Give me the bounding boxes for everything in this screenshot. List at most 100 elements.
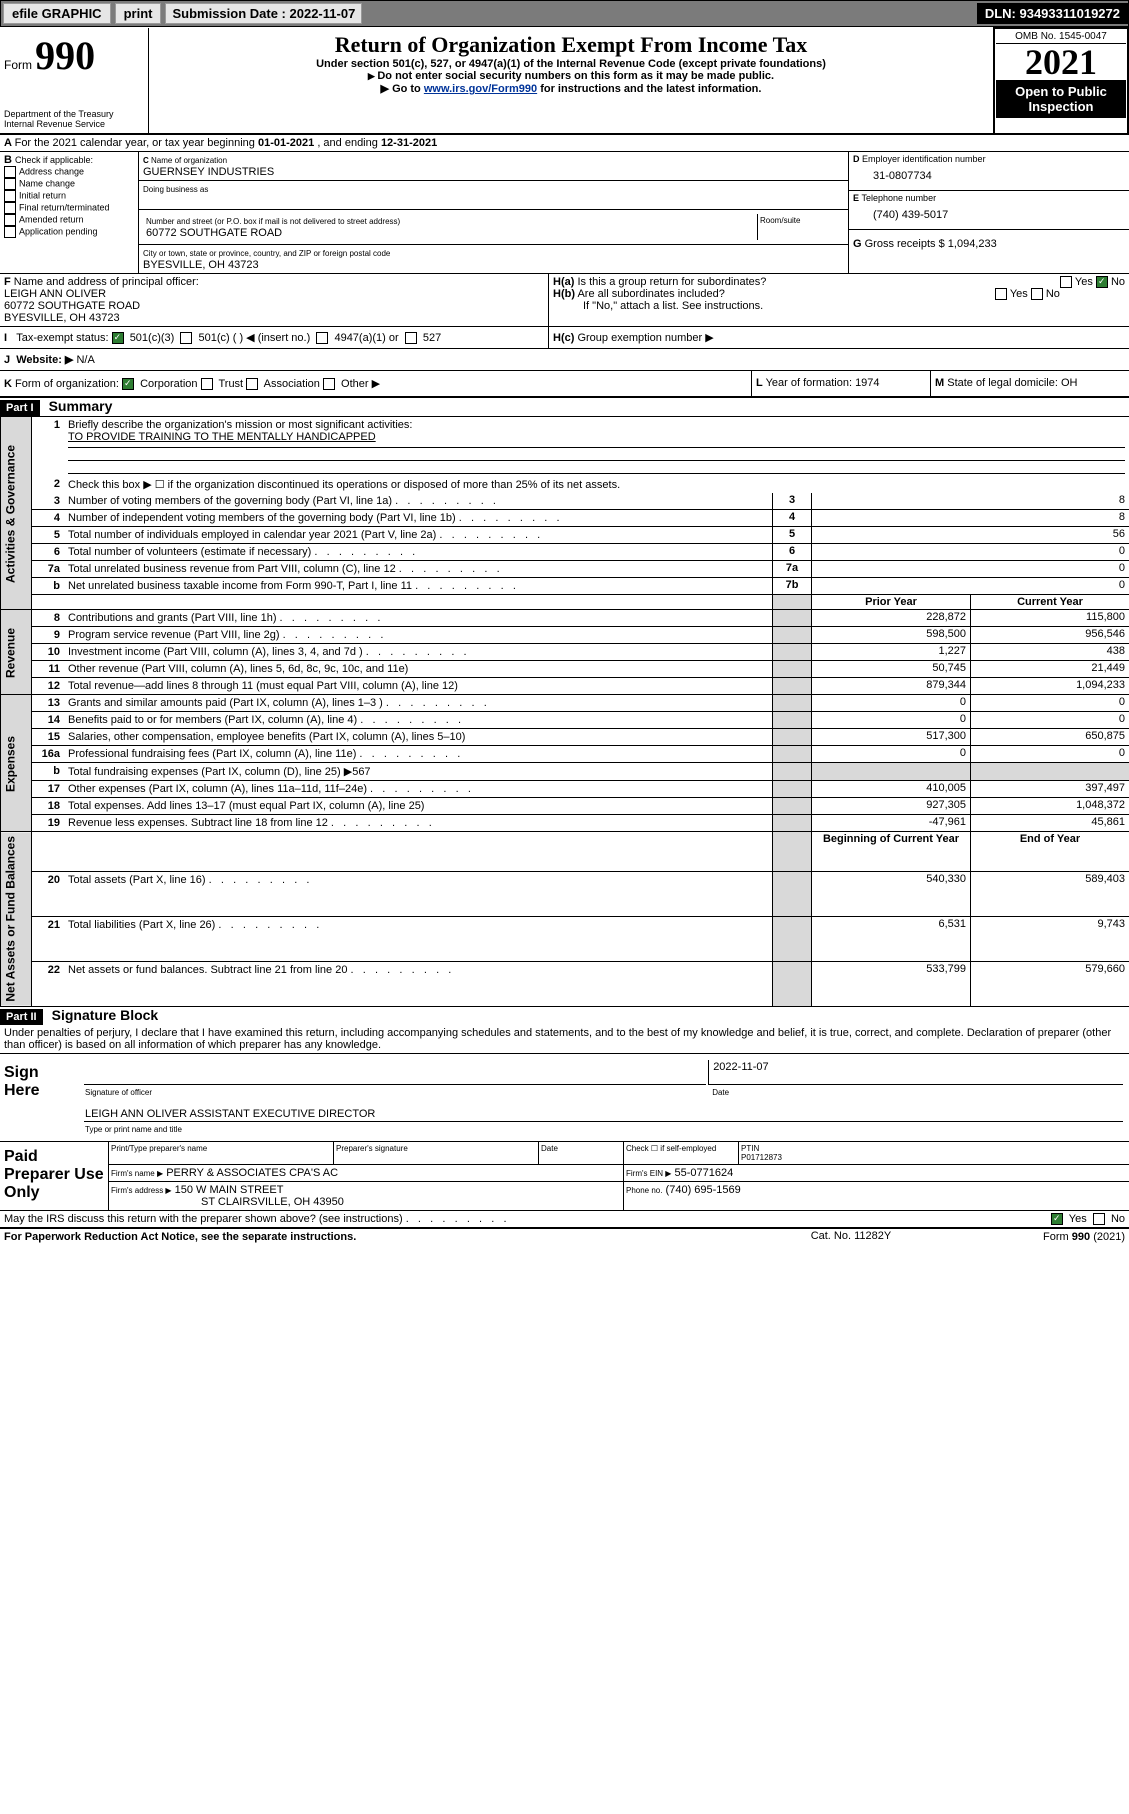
tab-expenses: Expenses — [1, 695, 32, 832]
website-label: Website: ▶ — [16, 354, 73, 366]
tax-exempt-label: Tax-exempt status: — [16, 332, 108, 344]
r21-num: 21 — [48, 919, 60, 931]
chk-final-return[interactable]: Final return/terminated — [19, 202, 110, 212]
r7b-box: 7b — [773, 578, 812, 595]
opt-association: Association — [264, 378, 320, 390]
r12-text: Total revenue—add lines 8 through 11 (mu… — [68, 680, 458, 692]
top-toolbar: efile GRAPHIC print Submission Date : 20… — [0, 0, 1129, 27]
firm-ein-value: 55-0771624 — [675, 1167, 734, 1179]
r9-py: 598,500 — [812, 627, 971, 644]
phone-label: Telephone number — [862, 193, 937, 203]
r14-text: Benefits paid to or for members (Part IX… — [68, 714, 461, 726]
h-a-yes[interactable]: Yes — [1075, 276, 1093, 288]
r3-text: Number of voting members of the governin… — [68, 495, 496, 507]
chk-amended-return[interactable]: Amended return — [19, 214, 84, 224]
r18-text: Total expenses. Add lines 13–17 (must eq… — [68, 800, 424, 812]
r8-text: Contributions and grants (Part VIII, lin… — [68, 612, 380, 624]
discuss-yes: Yes — [1069, 1213, 1087, 1225]
goto-text: Go to — [392, 83, 424, 95]
r15-cy: 650,875 — [971, 729, 1129, 746]
r19-py: -47,961 — [812, 815, 971, 832]
firm-name-value: PERRY & ASSOCIATES CPA'S AC — [166, 1167, 338, 1179]
r16b-py — [812, 763, 971, 781]
form-org-label: Form of organization: — [15, 378, 119, 390]
r18-py: 927,305 — [812, 798, 971, 815]
h-a-no[interactable]: No — [1111, 276, 1125, 288]
tab-activities-governance: Activities & Governance — [1, 417, 32, 610]
tab-net-assets: Net Assets or Fund Balances — [1, 832, 32, 1007]
r10-py: 1,227 — [812, 644, 971, 661]
instructions-link[interactable]: www.irs.gov/Form990 — [424, 83, 537, 95]
gross-receipts-label: Gross receipts $ — [865, 238, 945, 250]
r16a-cy: 0 — [971, 746, 1129, 763]
h-b-label: Are all subordinates included? — [577, 288, 724, 300]
form-title: Return of Organization Exempt From Incom… — [153, 32, 989, 58]
self-employed-chk[interactable]: Check ☐ if self-employed — [624, 1141, 739, 1164]
h-b-yes[interactable]: Yes — [1010, 288, 1028, 300]
r3-num: 3 — [54, 495, 60, 507]
r22-text: Net assets or fund balances. Subtract li… — [68, 964, 451, 976]
form-word: Form — [4, 58, 32, 72]
r4-num: 4 — [54, 512, 60, 524]
penalty-text: Under penalties of perjury, I declare th… — [0, 1025, 1129, 1054]
r20-cy: 589,403 — [971, 871, 1129, 916]
officer-label: Name and address of principal officer: — [14, 276, 199, 288]
submission-date-value: 2022-11-07 — [290, 6, 356, 21]
r22-py: 533,799 — [812, 961, 971, 1006]
submission-date-box: Submission Date : 2022-11-07 — [165, 3, 362, 24]
h-b-no[interactable]: No — [1046, 288, 1060, 300]
r7b-text: Net unrelated business taxable income fr… — [68, 580, 516, 592]
k-l-m-row: K Form of organization: Corporation Trus… — [0, 371, 1129, 398]
r11-py: 50,745 — [812, 661, 971, 678]
irs-label: Internal Revenue Service — [4, 119, 144, 129]
chk-application-pending[interactable]: Application pending — [19, 226, 98, 236]
r16b-text: Total fundraising expenses (Part IX, col… — [68, 766, 371, 778]
chk-address-change[interactable]: Address change — [19, 166, 84, 176]
r6-val: 0 — [812, 544, 1129, 561]
opt-other: Other ▶ — [341, 378, 380, 390]
r16b-num: b — [53, 765, 60, 777]
chk-501c3[interactable] — [112, 332, 124, 344]
r8-num: 8 — [54, 612, 60, 624]
col-eoy: End of Year — [971, 832, 1129, 872]
dln-box: DLN: 93493311019272 — [977, 3, 1128, 24]
discuss-no-chk[interactable] — [1093, 1213, 1105, 1225]
r6-text: Total number of volunteers (estimate if … — [68, 546, 415, 558]
r19-num: 19 — [48, 817, 60, 829]
r11-num: 11 — [48, 663, 60, 675]
firm-phone-label: Phone no. — [626, 1186, 662, 1195]
chk-name-change[interactable]: Name change — [19, 178, 75, 188]
form-subtitle-1: Under section 501(c), 527, or 4947(a)(1)… — [153, 58, 989, 70]
r15-text: Salaries, other compensation, employee b… — [68, 731, 465, 743]
dept-treasury: Department of the Treasury — [4, 109, 144, 119]
paid-preparer-label: Paid Preparer Use Only — [0, 1141, 109, 1210]
addr-label: Number and street (or P.O. box if mail i… — [146, 217, 400, 226]
print-button[interactable]: print — [115, 3, 162, 24]
cat-no: Cat. No. 11282Y — [764, 1229, 939, 1245]
part2-header: Part II Signature Block — [0, 1007, 1129, 1025]
r19-text: Revenue less expenses. Subtract line 18 … — [68, 817, 432, 829]
sig-date-label: Date — [708, 1087, 1123, 1098]
chk-corporation[interactable] — [122, 378, 134, 390]
chk-initial-return[interactable]: Initial return — [19, 190, 66, 200]
r13-num: 13 — [48, 697, 60, 709]
r9-num: 9 — [54, 629, 60, 641]
q1-label: Briefly describe the organization's miss… — [68, 419, 412, 431]
r20-num: 20 — [48, 874, 60, 886]
dba-label: Doing business as — [143, 185, 208, 194]
firm-addr2: ST CLAIRSVILLE, OH 43950 — [111, 1196, 344, 1208]
ein-value: 31-0807734 — [853, 164, 1125, 188]
q2-text: Check this box ▶ ☐ if the organization d… — [64, 476, 1129, 493]
r16a-text: Professional fundraising fees (Part IX, … — [68, 748, 460, 760]
discuss-yes-chk[interactable] — [1051, 1213, 1063, 1225]
r8-py: 228,872 — [812, 610, 971, 627]
officer-name: LEIGH ANN OLIVER — [4, 288, 106, 300]
website-row: J Website: ▶ N/A — [0, 348, 1129, 371]
efile-button[interactable]: efile GRAPHIC — [3, 3, 111, 24]
officer-addr2: BYESVILLE, OH 43723 — [4, 312, 120, 324]
r17-cy: 397,497 — [971, 781, 1129, 798]
submission-date-label: Submission Date : — [172, 6, 285, 21]
opt-527: 527 — [423, 332, 441, 344]
h-a-label: Is this a group return for subordinates? — [577, 276, 766, 288]
r7a-num: 7a — [48, 563, 60, 575]
